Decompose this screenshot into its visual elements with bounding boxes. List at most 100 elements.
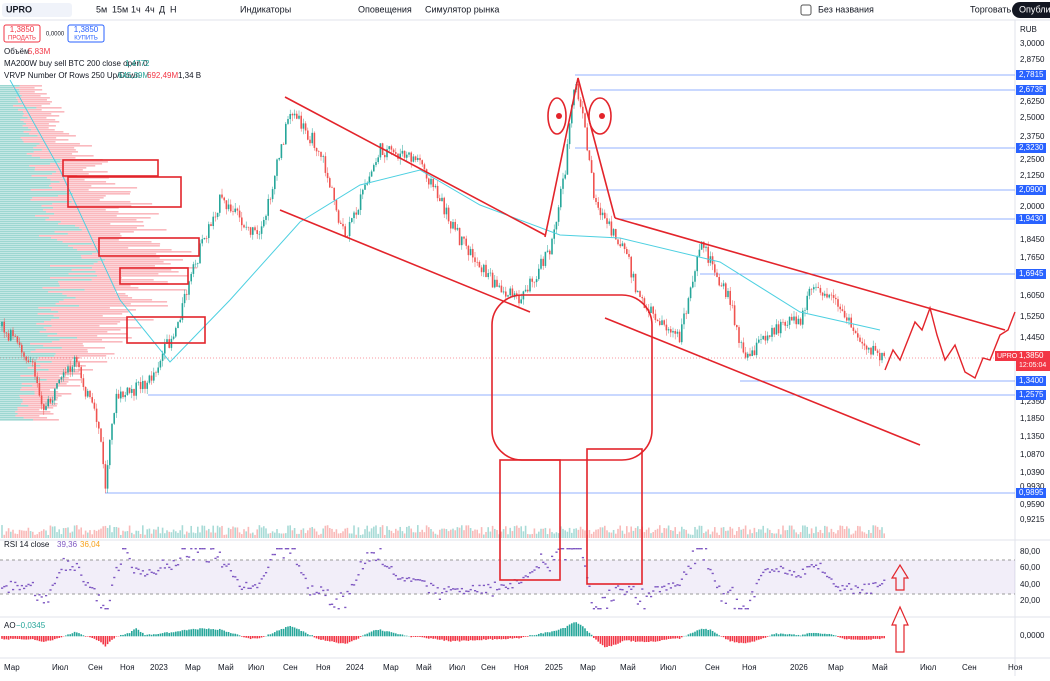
candle xyxy=(149,376,151,383)
volume-bar xyxy=(19,530,21,538)
time-label: Июл xyxy=(660,663,677,672)
volume-bar xyxy=(278,533,280,538)
rsi-tick xyxy=(8,592,10,593)
rsi-tick xyxy=(362,568,364,569)
rsi-tick xyxy=(870,593,872,594)
candle xyxy=(875,346,877,351)
time-label: Сен xyxy=(88,663,103,672)
buy-price[interactable]: 1,3850 xyxy=(74,25,99,34)
ao-bar xyxy=(307,634,309,636)
time-label: Ноя xyxy=(742,663,757,672)
layout-name[interactable]: Без названия xyxy=(818,4,874,14)
ao-bar xyxy=(507,636,509,639)
rsi-tick xyxy=(610,600,612,601)
candle xyxy=(61,377,63,379)
candle xyxy=(162,354,164,361)
sell-price[interactable]: 1,3850 xyxy=(10,25,35,34)
volume-bar xyxy=(298,534,300,538)
volume-bar xyxy=(454,530,456,538)
volume-bar xyxy=(149,529,151,538)
indicators-button[interactable]: Индикаторы xyxy=(240,4,291,14)
publish-button[interactable]: Опубликовать xyxy=(1019,4,1050,14)
volume-bar xyxy=(102,526,104,538)
alerts-button[interactable]: Оповещения xyxy=(358,4,412,14)
rsi-tick xyxy=(828,577,830,578)
ao-bar xyxy=(481,636,483,640)
volume-bar xyxy=(399,527,401,538)
ao-bar xyxy=(762,636,764,638)
timeframe[interactable]: 5м xyxy=(96,4,107,14)
buy-label[interactable]: КУПИТЬ xyxy=(74,36,98,42)
profile-down xyxy=(29,133,69,135)
profile-down xyxy=(46,329,120,331)
rsi-tick xyxy=(764,569,766,570)
volume-bar xyxy=(833,532,835,538)
ao-bar xyxy=(516,636,518,638)
candle xyxy=(831,295,833,296)
ao-bar xyxy=(802,635,804,637)
ao-bar xyxy=(366,634,368,637)
timeframe[interactable]: Н xyxy=(170,4,177,14)
ao-bar xyxy=(663,636,665,640)
legend-text: 1,34 B xyxy=(178,71,201,80)
rsi-tick xyxy=(555,551,557,552)
volume-bar xyxy=(804,525,806,538)
rsi-tick xyxy=(489,587,491,588)
ao-bar xyxy=(509,636,511,638)
rsi-tick xyxy=(547,567,549,568)
ao-bar xyxy=(738,636,740,643)
rsi-tick xyxy=(357,574,359,575)
volume-bar xyxy=(386,526,388,538)
simulator-button[interactable]: Симулятор рынка xyxy=(425,4,499,14)
volume-bar xyxy=(210,532,212,538)
ao-bar xyxy=(292,627,294,636)
profile-up xyxy=(0,373,34,375)
volume-bar xyxy=(204,526,206,538)
volume-bar xyxy=(410,529,412,538)
volume-bar xyxy=(329,528,331,538)
profile-up xyxy=(0,331,40,333)
volume-bar xyxy=(650,533,652,538)
volume-bar xyxy=(859,526,861,538)
volume-bar xyxy=(164,533,166,538)
timeframe[interactable]: 15м xyxy=(112,4,128,14)
level-label: 1,9430 xyxy=(1019,214,1044,223)
rsi-tick xyxy=(300,572,302,573)
rsi-tick xyxy=(415,579,417,580)
rsi-tick xyxy=(338,608,340,609)
rsi-tick xyxy=(861,589,863,590)
timeframe[interactable]: 1ч xyxy=(131,4,141,14)
trade-button[interactable]: Торговать xyxy=(970,4,1012,14)
volume-bar xyxy=(850,535,852,538)
profile-up xyxy=(0,193,73,195)
candle xyxy=(274,176,276,189)
volume-bar xyxy=(855,531,857,538)
ao-bar xyxy=(61,636,63,637)
symbol[interactable]: UPRO xyxy=(6,4,32,14)
volume-bar xyxy=(534,528,536,538)
candle xyxy=(261,226,263,234)
rsi-tick xyxy=(333,606,335,607)
candle xyxy=(866,346,868,350)
ao-bar xyxy=(353,636,355,640)
volume-bar xyxy=(226,535,228,538)
volume-bar xyxy=(96,531,98,538)
legend-text: 5,83M xyxy=(28,47,51,56)
timeframe[interactable]: Д xyxy=(159,4,165,14)
timeframe[interactable]: 4ч xyxy=(145,4,155,14)
candle xyxy=(452,222,454,229)
profile-up xyxy=(0,161,60,163)
volume-bar xyxy=(780,534,782,538)
rsi-tick xyxy=(69,569,71,570)
volume-bar xyxy=(369,532,371,538)
volume-bar xyxy=(595,530,597,538)
candle xyxy=(432,179,434,187)
ao-bar xyxy=(844,636,846,639)
candle xyxy=(586,127,588,150)
price-label: 1,0870 xyxy=(1020,450,1045,459)
candle xyxy=(157,368,159,373)
volume-bar xyxy=(864,532,866,538)
profile-up xyxy=(0,367,28,369)
sell-label[interactable]: ПРОДАТЬ xyxy=(8,36,36,42)
rsi-tick xyxy=(201,548,203,549)
